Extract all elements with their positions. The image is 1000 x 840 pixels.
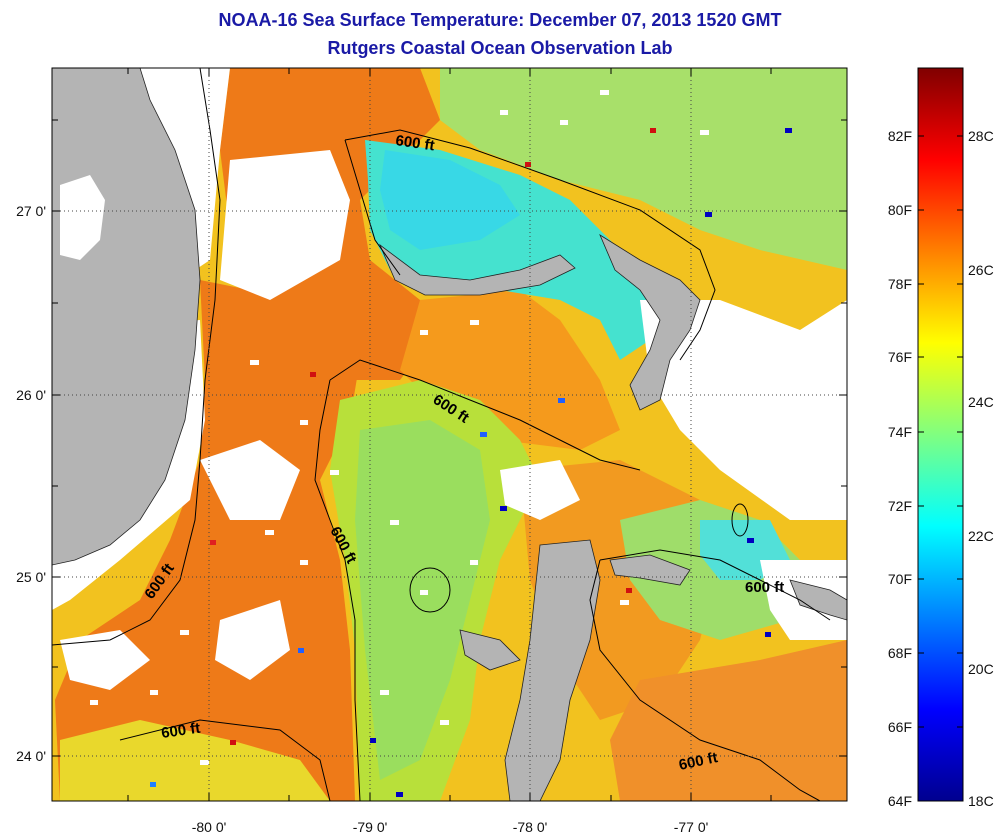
colorbar-f-label: 70F — [888, 571, 912, 587]
colorbar-c-label: 20C — [968, 661, 994, 677]
map-subtitle: Rutgers Coastal Ocean Observation Lab — [327, 38, 673, 58]
lon-label: -78 0' — [513, 819, 548, 835]
land-abaco — [599, 233, 701, 411]
depth-contours — [52, 68, 831, 801]
lat-label: 25 0' — [16, 569, 46, 585]
sst-region-yellow-south — [60, 720, 330, 801]
map-ticks — [52, 68, 847, 801]
colorbar-c-label: 18C — [968, 793, 994, 809]
colorbar-fahrenheit-labels: 82F 80F 78F 76F 74F 72F 70F 68F 66F 64F — [888, 128, 912, 809]
land-andros — [504, 539, 601, 801]
colorbar-f-label: 68F — [888, 645, 912, 661]
sst-region-orange-se — [610, 640, 847, 801]
colorbar-f-label: 80F — [888, 202, 912, 218]
land-eleuthera — [609, 554, 691, 586]
colorbar-f-label: 72F — [888, 498, 912, 514]
contour-label-north: 600 ft — [394, 132, 435, 154]
cloud-speckles — [90, 90, 709, 765]
colorbar-c-label: 24C — [968, 394, 994, 410]
sst-region-cool-core — [380, 150, 520, 250]
colorbar-f-label: 66F — [888, 719, 912, 735]
colorbar-c-label: 28C — [968, 128, 994, 144]
land-exuma-east — [789, 579, 847, 621]
lat-label: 27 0' — [16, 203, 46, 219]
map-title: NOAA-16 Sea Surface Temperature: Decembe… — [218, 10, 782, 30]
lat-label: 24 0' — [16, 748, 46, 764]
sst-region-green-north — [440, 68, 847, 270]
land-bimini — [459, 629, 521, 671]
latitude-labels: 27 0' 26 0' 25 0' 24 0' — [16, 203, 46, 764]
colorbar-f-label: 76F — [888, 349, 912, 365]
graticule — [52, 68, 847, 801]
colorbar-ticks — [918, 135, 963, 802]
colorbar-c-label: 26C — [968, 262, 994, 278]
land-grand-bahama — [379, 243, 576, 296]
contour-label-east: 600 ft — [745, 579, 784, 596]
lat-label: 26 0' — [16, 387, 46, 403]
lon-label: -79 0' — [353, 819, 388, 835]
map-area: 600 ft 600 ft 600 ft 600 ft 600 ft 600 f… — [52, 68, 847, 801]
lake-okeechobee — [60, 175, 105, 260]
colorbar — [917, 67, 964, 802]
colorbar-f-label: 74F — [888, 424, 912, 440]
colorbar-f-label: 64F — [888, 793, 912, 809]
colorbar-f-label: 82F — [888, 128, 912, 144]
lon-label: -77 0' — [674, 819, 709, 835]
longitude-labels: -80 0' -79 0' -78 0' -77 0' — [192, 819, 709, 835]
lon-label: -80 0' — [192, 819, 227, 835]
colorbar-c-label: 22C — [968, 528, 994, 544]
contour-label-south: 600 ft — [160, 720, 201, 742]
colorbar-celsius-labels: 28C 26C 24C 22C 20C 18C — [968, 128, 994, 809]
colorbar-f-label: 78F — [888, 276, 912, 292]
